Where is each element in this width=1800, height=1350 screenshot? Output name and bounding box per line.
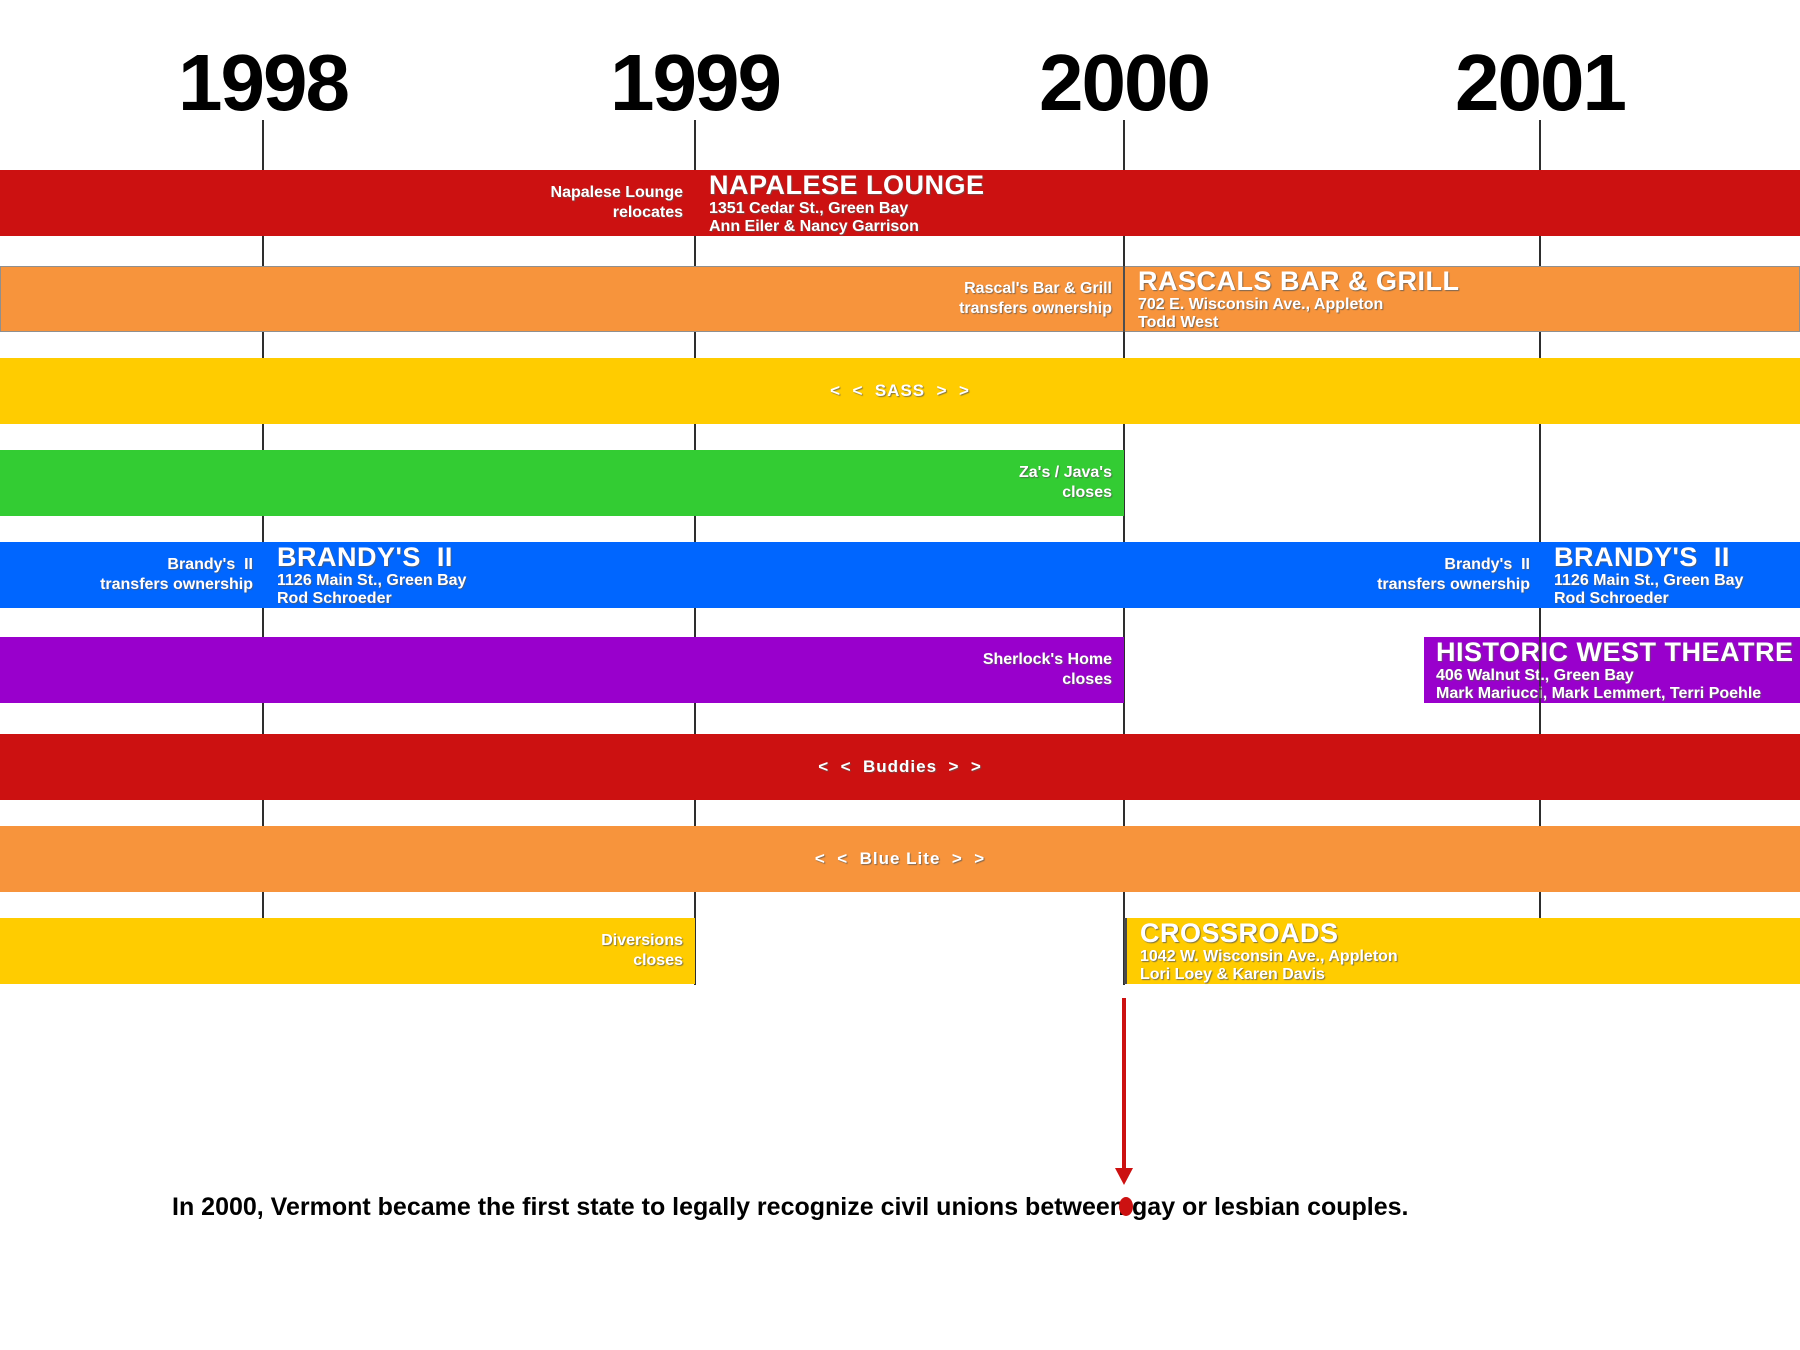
- event-line: Brandy's II: [1444, 556, 1530, 573]
- year-label-2000: 2000: [1039, 38, 1211, 127]
- bar-diversions: [0, 918, 695, 984]
- event-line: closes: [1062, 671, 1112, 688]
- venue-title: CROSSROADS: [1140, 917, 1339, 948]
- card-brandys-ii-1998: BRANDY'S II 1126 Main St., Green Bay Rod…: [277, 542, 897, 608]
- bar-zas-javas: [0, 450, 1124, 516]
- venue-owners: Ann Eiler & Nancy Garrison: [709, 217, 919, 235]
- event-sherlocks-closes: Sherlock's Home closes: [692, 637, 1112, 703]
- venue-address: 1042 W. Wisconsin Ave., Appleton: [1140, 947, 1398, 965]
- year-label-1998: 1998: [178, 38, 350, 127]
- event-line: closes: [633, 952, 683, 969]
- year-label-2001: 2001: [1455, 38, 1627, 127]
- venue-address: 406 Walnut St., Green Bay: [1436, 666, 1634, 684]
- arrow-2000-head-icon: [1115, 1168, 1133, 1185]
- annotation-vermont-civil-unions: In 2000, Vermont became the first state …: [172, 1193, 1409, 1221]
- seam-rascals-2000: [1123, 266, 1125, 332]
- banner-blue-lite: < < Blue Lite > >: [814, 849, 986, 868]
- tick-line-1998: [262, 120, 264, 918]
- venue-title: BRANDY'S II: [1554, 541, 1730, 572]
- bar-napalese-lounge: [0, 170, 1800, 236]
- bar-sass: [0, 358, 1800, 424]
- event-line: transfers ownership: [959, 300, 1112, 317]
- event-line: transfers ownership: [1377, 576, 1530, 593]
- card-crossroads: CROSSROADS 1042 W. Wisconsin Ave., Apple…: [1140, 918, 1780, 984]
- banner-sass: < < SASS > >: [830, 381, 970, 400]
- bar-buddies: [0, 734, 1800, 800]
- annotation-dot-icon: [1119, 1197, 1133, 1216]
- venue-address: 702 E. Wisconsin Ave., Appleton: [1138, 295, 1384, 313]
- event-diversions-closes: Diversions closes: [263, 918, 683, 984]
- event-zas-javas-closes: Za's / Java's closes: [692, 450, 1112, 516]
- bar-historic-west-theatre: [1424, 637, 1800, 703]
- bar-crossroads: [1124, 918, 1800, 984]
- card-rascals: RASCALS BAR & GRILL 702 E. Wisconsin Ave…: [1138, 266, 1778, 332]
- venue-address: 1126 Main St., Green Bay: [1554, 571, 1744, 589]
- event-line: Brandy's II: [167, 556, 253, 573]
- venue-owners: Todd West: [1138, 313, 1219, 331]
- venue-owners: Lori Loey & Karen Davis: [1140, 965, 1325, 983]
- event-line: Rascal's Bar & Grill: [964, 280, 1112, 297]
- venue-owners: Rod Schroeder: [277, 589, 392, 607]
- bar-blue-lite: [0, 826, 1800, 892]
- event-line: Za's / Java's: [1018, 464, 1112, 481]
- venue-title: HISTORIC WEST THEATRE: [1436, 636, 1794, 667]
- event-line: relocates: [612, 204, 683, 221]
- seam-hwt-2001: [1539, 637, 1541, 703]
- bar-brandys-ii: [0, 542, 1800, 608]
- event-rascals-transfer: Rascal's Bar & Grill transfers ownership: [692, 266, 1112, 332]
- venue-title: RASCALS BAR & GRILL: [1138, 265, 1460, 296]
- venue-title: NAPALESE LOUNGE: [709, 169, 985, 200]
- arrow-2000-line: [1122, 998, 1126, 1170]
- event-brandys-transfer-1998: Brandy's II transfers ownership: [8, 542, 253, 608]
- bar-sherlocks-home: [0, 637, 1124, 703]
- event-napalese-relocates: Napalese Lounge relocates: [263, 170, 683, 236]
- venue-address: 1351 Cedar St., Green Bay: [709, 199, 909, 217]
- event-brandys-transfer-2001: Brandy's II transfers ownership: [1110, 542, 1530, 608]
- event-line: Napalese Lounge: [550, 184, 683, 201]
- bar-rascals: [0, 266, 1800, 332]
- venue-owners: Rod Schroeder: [1554, 589, 1669, 607]
- venue-title: BRANDY'S II: [277, 541, 453, 572]
- event-line: Sherlock's Home: [982, 651, 1112, 668]
- venue-address: 1126 Main St., Green Bay: [277, 571, 467, 589]
- year-label-1999: 1999: [610, 38, 782, 127]
- event-line: transfers ownership: [100, 576, 253, 593]
- venue-owners: Mark Mariucci, Mark Lemmert, Terri Poehl…: [1436, 684, 1762, 702]
- card-napalese-lounge: NAPALESE LOUNGE 1351 Cedar St., Green Ba…: [709, 170, 1509, 236]
- card-historic-west-theatre: HISTORIC WEST THEATRE 406 Walnut St., Gr…: [1436, 637, 1796, 703]
- event-line: Diversions: [601, 932, 683, 949]
- tick-line-2001: [1539, 120, 1541, 918]
- event-line: closes: [1062, 484, 1112, 501]
- card-brandys-ii-2001: BRANDY'S II 1126 Main St., Green Bay Rod…: [1554, 542, 1800, 608]
- banner-buddies: < < Buddies > >: [818, 757, 982, 776]
